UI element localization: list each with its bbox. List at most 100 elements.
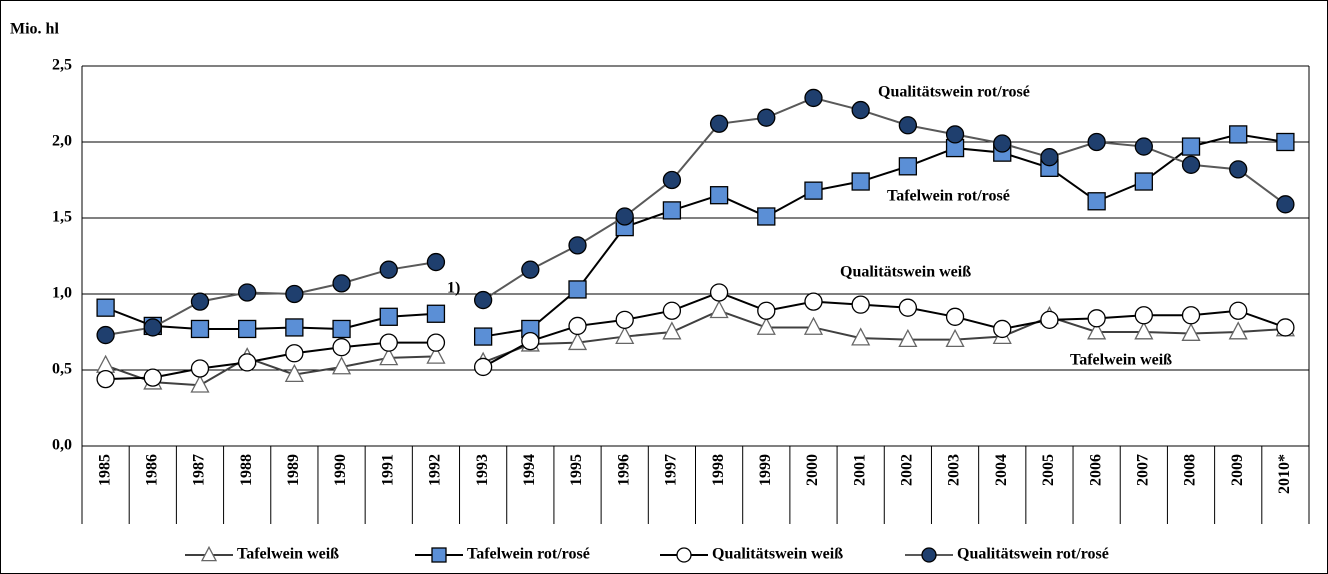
marker (521, 331, 540, 351)
x-tick-label: 2008 (1182, 454, 1199, 486)
marker (898, 298, 918, 317)
marker (709, 299, 729, 319)
marker (756, 316, 776, 335)
marker (757, 108, 776, 127)
marker (1087, 192, 1106, 211)
x-tick-label: 1998 (710, 454, 727, 486)
marker (143, 368, 162, 387)
x-tick-label: 2010* (1276, 454, 1293, 494)
x-tick-label: 2009 (1229, 454, 1246, 486)
marker (1134, 137, 1153, 156)
marker (757, 207, 776, 226)
x-tick-label: 2003 (946, 454, 963, 486)
marker (379, 333, 398, 352)
marker (238, 283, 257, 302)
marker (945, 125, 965, 144)
legend-marker (676, 547, 692, 563)
marker (285, 318, 304, 337)
marker (332, 319, 351, 339)
x-tick-label: 2001 (851, 454, 868, 486)
x-tick-label: 1990 (332, 454, 349, 486)
x-tick-label: 2006 (1087, 454, 1104, 486)
marker (567, 331, 588, 351)
marker (1134, 172, 1153, 191)
marker (238, 319, 257, 339)
annotation: Qualitätswein rot/rosé (878, 84, 1030, 101)
annotation: Qualitätswein weiß (840, 264, 971, 281)
x-tick-label: 1999 (757, 454, 774, 486)
x-tick-label: 1994 (521, 454, 538, 486)
marker (96, 298, 115, 317)
y-tick-label: 2,0 (52, 133, 72, 150)
marker (1229, 301, 1248, 320)
x-tick-label: 1988 (238, 454, 255, 486)
marker (804, 292, 823, 311)
marker (945, 328, 965, 348)
marker (1229, 160, 1248, 179)
marker (473, 357, 493, 377)
marker (1181, 306, 1201, 325)
marker (615, 325, 635, 345)
marker (426, 304, 446, 323)
marker (426, 345, 446, 364)
marker (238, 353, 257, 372)
marker (473, 327, 493, 346)
legend-marker (200, 545, 218, 562)
marker (851, 100, 870, 120)
marker (1134, 321, 1154, 340)
marker (1040, 148, 1059, 167)
marker (568, 280, 587, 299)
marker (521, 260, 540, 279)
marker (662, 170, 682, 190)
marker (1181, 137, 1201, 156)
marker (568, 236, 587, 255)
marker (1228, 321, 1248, 340)
marker (898, 157, 918, 176)
marker (190, 319, 210, 339)
marker (615, 310, 634, 329)
legend-label: Qualitätswein rot/rosé (957, 546, 1109, 563)
marker (757, 301, 776, 320)
marker (898, 116, 918, 135)
x-tick-label: 2004 (993, 454, 1010, 486)
y-tick-label: 1,0 (52, 285, 72, 302)
series-line (482, 309, 1286, 364)
marker (379, 307, 398, 326)
x-tick-label: 1995 (568, 454, 585, 486)
marker (709, 186, 729, 205)
x-tick-label: 2007 (1134, 454, 1151, 486)
annotation: Tafelwein rot/rosé (887, 188, 1010, 205)
legend-label: Tafelwein weiß (237, 546, 339, 563)
y-tick-label: 0,0 (52, 437, 72, 454)
legend-marker (921, 547, 937, 563)
marker (285, 344, 304, 363)
marker (1276, 195, 1295, 214)
marker (1276, 132, 1295, 152)
marker (426, 333, 446, 352)
marker (709, 114, 729, 133)
y-axis-label: Mio. hl (10, 21, 59, 38)
marker (1276, 318, 1295, 337)
marker (1134, 306, 1153, 325)
y-tick-label: 2,5 (52, 57, 72, 74)
x-tick-label: 1992 (427, 454, 444, 486)
x-tick-label: 1985 (96, 454, 113, 486)
marker (473, 290, 493, 310)
marker (331, 356, 352, 375)
marker (190, 292, 210, 311)
legend-marker (431, 547, 447, 563)
marker (426, 252, 446, 272)
marker (332, 274, 351, 293)
x-tick-label: 2002 (899, 454, 916, 486)
x-tick-label: 1991 (379, 454, 396, 486)
marker (190, 359, 210, 378)
marker (1087, 321, 1107, 340)
marker (379, 347, 399, 366)
marker (1087, 309, 1106, 328)
marker (1181, 155, 1201, 174)
marker (993, 134, 1012, 153)
marker (615, 207, 634, 226)
x-tick-label: 1996 (615, 454, 632, 486)
marker (898, 328, 918, 348)
